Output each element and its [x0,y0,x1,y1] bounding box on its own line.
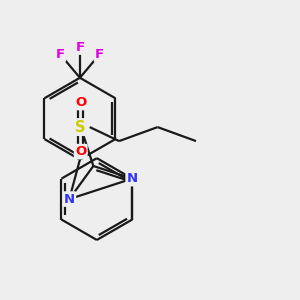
Text: O: O [75,145,86,158]
Text: S: S [76,120,86,135]
Text: O: O [75,96,86,109]
Text: F: F [56,48,65,61]
Text: F: F [95,48,104,61]
Text: N: N [64,193,75,206]
Text: F: F [75,40,85,54]
Text: N: N [127,172,138,185]
